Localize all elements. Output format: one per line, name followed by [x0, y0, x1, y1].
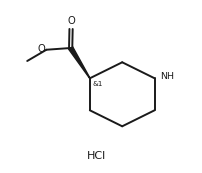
Polygon shape: [68, 47, 90, 78]
Text: O: O: [38, 44, 45, 54]
Text: &1: &1: [92, 81, 103, 87]
Text: HCl: HCl: [87, 151, 107, 161]
Text: O: O: [67, 16, 75, 26]
Text: NH: NH: [160, 72, 174, 81]
